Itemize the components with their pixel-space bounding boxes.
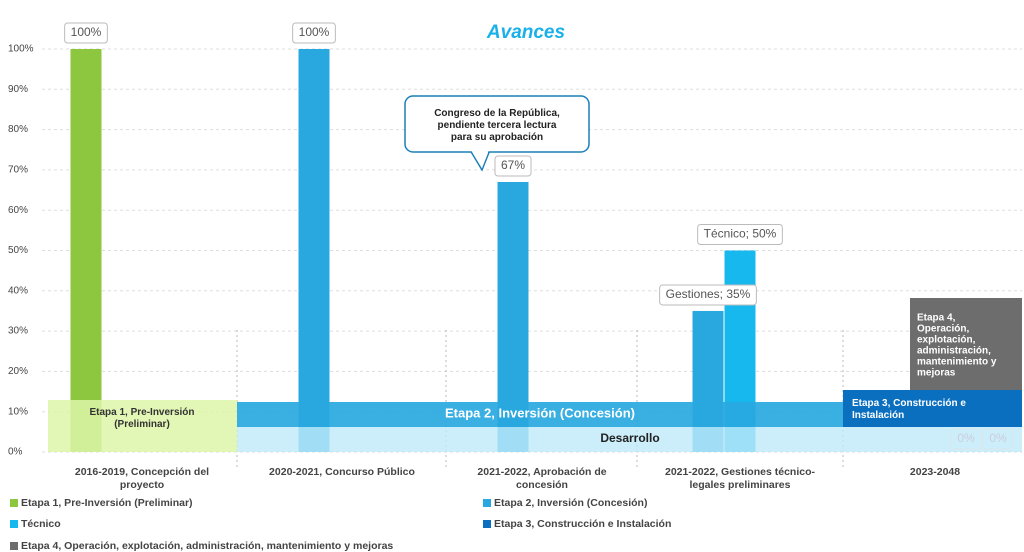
value-label-group: 67%: [494, 155, 532, 177]
callout-text: Congreso de la República, pendiente terce…: [434, 108, 560, 143]
value-label-group: 0%: [950, 428, 982, 450]
y-tick-label: 50%: [8, 245, 28, 256]
value-label-group: Técnico; 50%: [697, 224, 783, 245]
value-label-box: [982, 428, 1014, 450]
value-label: Gestiones; 35%: [666, 287, 751, 301]
y-tick-label: 30%: [8, 326, 28, 337]
x-tick-label: 2023-2048: [910, 466, 960, 478]
value-label: 100%: [71, 25, 102, 39]
legend-swatch: [10, 499, 18, 507]
y-tick-label: 90%: [8, 84, 28, 95]
x-tick-label: 2016-2019, Concepción del proyecto: [75, 466, 209, 491]
y-tick-label: 40%: [8, 285, 28, 296]
stage-label: Etapa 4, Operación, explotación, administra…: [917, 312, 997, 378]
legend-label: Etapa 3, Construcción e Instalación: [494, 518, 671, 530]
value-label-group: 0%: [982, 428, 1014, 450]
legend-swatch: [10, 520, 18, 528]
bar: [70, 49, 102, 452]
legend-swatch: [483, 520, 491, 528]
x-tick-label: 2021-2022, Gestiones técnico-legales pre…: [665, 466, 815, 491]
y-tick-label: 100%: [8, 44, 34, 55]
y-tick-label: 20%: [8, 366, 28, 377]
callout-box: [404, 95, 590, 153]
value-label: 0%: [957, 431, 975, 445]
chart-title: Avances: [486, 22, 565, 43]
value-label-box: [494, 155, 532, 177]
y-tick-label: 80%: [8, 124, 28, 135]
stage-band: [237, 427, 1022, 452]
stage-label: Etapa 1, Pre-Inversión (Preliminar): [89, 407, 194, 430]
value-label-box: [659, 284, 757, 306]
value-label-box: [64, 22, 108, 44]
stage-band: [910, 298, 1022, 390]
legend-label: Etapa 2, Inversión (Concesión): [494, 497, 647, 509]
legend-label: Etapa 1, Pre-Inversión (Preliminar): [21, 497, 193, 509]
stage-label: Etapa 2, Inversión (Concesión): [445, 405, 635, 420]
value-label-box: [697, 224, 783, 245]
callout-pointer-cover: [471, 151, 489, 168]
value-label: Técnico; 50%: [704, 227, 777, 241]
legend-swatch: [483, 499, 491, 507]
y-tick-label: 60%: [8, 205, 28, 216]
value-label: 0%: [989, 431, 1007, 445]
legend-swatch: [10, 542, 18, 550]
legend-label: Técnico: [21, 518, 61, 530]
value-label: 100%: [299, 25, 330, 39]
value-label-group: Gestiones; 35%: [659, 284, 757, 306]
value-label-box: [292, 22, 336, 44]
bar: [298, 49, 330, 452]
stage-band: [843, 390, 1022, 427]
value-label: 67%: [501, 158, 525, 172]
stage-label: Desarrollo: [600, 431, 659, 445]
x-tick-label: 2020-2021, Concurso Público: [269, 466, 415, 478]
x-tick-label: 2021-2022, Aprobación de concesión: [477, 466, 606, 491]
stage-label: Etapa 3, Construcción e Instalación: [852, 398, 966, 421]
y-tick-label: 10%: [8, 406, 28, 417]
stage-band: [48, 400, 237, 452]
value-label-group: 100%: [292, 22, 336, 44]
stage-band: [237, 402, 843, 427]
y-tick-label: 70%: [8, 165, 28, 176]
value-label-box: [950, 428, 982, 450]
legend-label: Etapa 4, Operación, explotación, adminis…: [21, 540, 393, 552]
value-label-group: 100%: [64, 22, 108, 44]
y-tick-label: 0%: [8, 447, 23, 458]
